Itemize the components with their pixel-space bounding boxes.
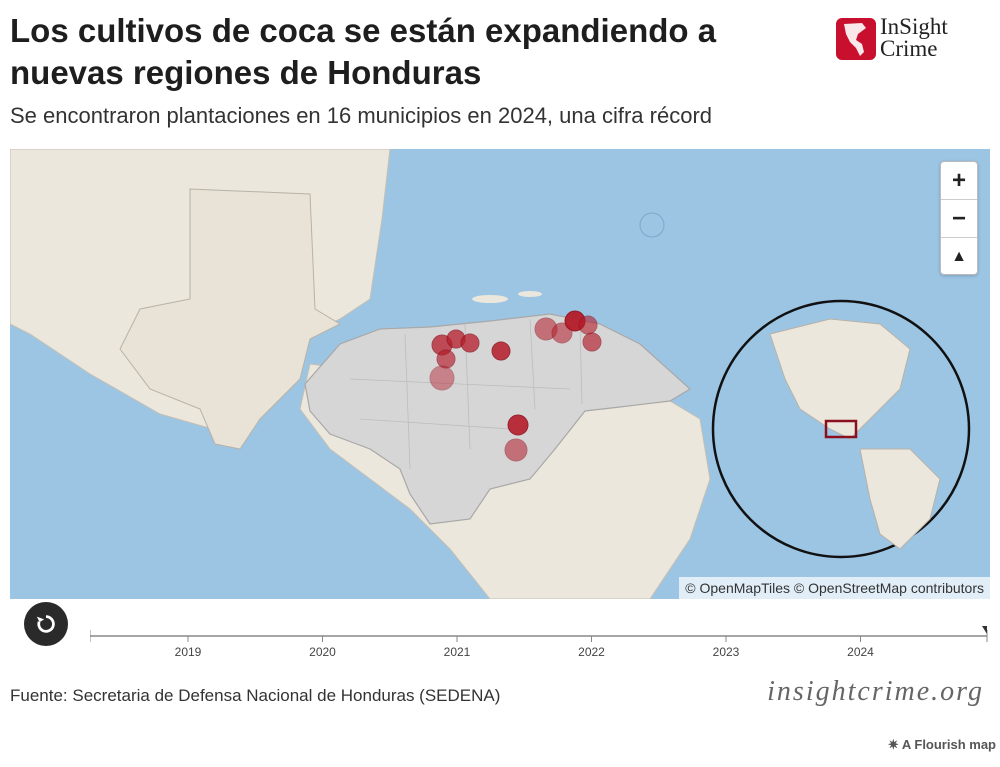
americas-map-icon — [836, 18, 876, 60]
source-note: Fuente: Secretaria de Defensa Nacional d… — [10, 686, 501, 705]
flourish-credit[interactable]: ✷ A Flourish map — [887, 737, 996, 752]
page-title: Los cultivos de coca se están expandiend… — [10, 12, 717, 91]
honduras-locator — [824, 419, 858, 439]
coca-marker — [429, 365, 455, 391]
page-subtitle: Se encontraron plantaciones en 16 munici… — [10, 103, 713, 128]
replay-icon — [36, 615, 55, 633]
map-attribution: © OpenMapTiles © OpenStreetMap contribut… — [679, 577, 990, 599]
timeline-year-label[interactable]: 2020 — [309, 645, 336, 659]
timeline-year-label[interactable]: 2022 — [578, 645, 605, 659]
coca-marker — [460, 333, 480, 353]
flourish-label: A Flourish map — [901, 737, 996, 752]
openmaptiles-link[interactable]: © OpenMapTiles — [685, 580, 791, 596]
coca-marker — [491, 341, 511, 361]
openstreetmap-link[interactable]: © OpenStreetMap contributors — [793, 580, 984, 596]
insightcrime-logo[interactable]: InSight Crime — [836, 14, 976, 66]
map-canvas[interactable] — [10, 149, 990, 599]
coca-marker — [507, 414, 529, 436]
map-view[interactable]: + − ▲ © OpenMapTiles © OpenStreetMap con… — [10, 149, 990, 599]
coca-marker — [436, 349, 456, 369]
zoom-in-button[interactable]: + — [941, 162, 977, 200]
coca-marker — [582, 332, 602, 352]
timeline-slider[interactable]: 2019 2020 2021 2022 2023 2024 — [90, 626, 990, 666]
logo-line-2: Crime — [880, 36, 938, 61]
coca-marker — [551, 322, 573, 344]
timeline-year-label[interactable]: 2021 — [444, 645, 471, 659]
honduras-region — [304, 313, 692, 525]
globe-inset — [711, 299, 971, 559]
timeline-year-label[interactable]: 2024 — [847, 645, 874, 659]
zoom-controls: + − ▲ — [940, 161, 978, 275]
guatemala-belize-land — [119, 188, 342, 450]
timeline-year-label[interactable]: 2019 — [175, 645, 202, 659]
logo-line-1: InSight — [880, 14, 948, 39]
zoom-out-button[interactable]: − — [941, 200, 977, 238]
coca-markers — [429, 310, 602, 462]
timeline-year-label[interactable]: 2023 — [713, 645, 740, 659]
coca-marker — [578, 315, 598, 335]
coca-marker — [504, 438, 528, 462]
replay-button[interactable] — [24, 602, 68, 646]
timeline-handle[interactable] — [982, 626, 987, 634]
site-watermark[interactable]: insightcrime.org — [767, 676, 984, 707]
compass-reset-button[interactable]: ▲ — [951, 247, 967, 265]
